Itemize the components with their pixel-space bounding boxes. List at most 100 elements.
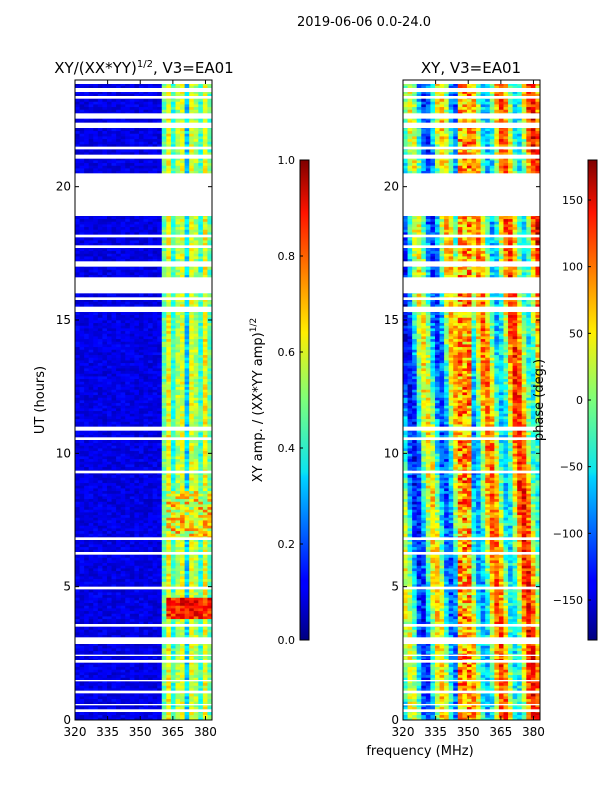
heatmap-cell xyxy=(75,376,80,380)
heatmap-cell xyxy=(148,488,154,492)
heatmap-cell xyxy=(84,610,90,614)
heatmap-cell xyxy=(134,682,140,686)
heatmap-cell xyxy=(157,514,163,518)
heatmap-cell xyxy=(125,696,131,700)
heatmap-cell xyxy=(202,464,208,468)
heatmap-cell xyxy=(202,333,208,337)
heatmap-cell xyxy=(75,506,80,510)
heatmap-cell xyxy=(134,445,140,449)
heatmap-cell xyxy=(152,685,158,689)
heatmap-cell xyxy=(75,410,80,414)
heatmap-cell xyxy=(175,672,181,676)
heatmap-cell xyxy=(75,349,80,353)
heatmap-cell xyxy=(93,490,99,494)
heatmap-cell xyxy=(129,432,135,436)
heatmap-cell xyxy=(170,408,176,412)
heatmap-cell xyxy=(138,312,144,316)
heatmap-cell xyxy=(175,544,181,548)
heatmap-cell xyxy=(106,656,112,660)
heatmap-cell xyxy=(175,664,181,668)
heatmap-cell xyxy=(193,522,199,526)
heatmap-cell xyxy=(102,474,108,478)
heatmap-cell xyxy=(125,474,131,478)
heatmap-cell xyxy=(180,405,185,409)
heatmap-cell xyxy=(166,298,172,302)
heatmap-cell xyxy=(116,618,122,622)
heatmap-cell xyxy=(93,570,99,574)
heatmap-cell xyxy=(180,477,185,481)
heatmap-cell xyxy=(207,429,212,433)
heatmap-cell xyxy=(79,314,85,318)
heatmap-cell xyxy=(143,360,149,364)
heatmap-cell xyxy=(125,450,131,454)
heatmap-cell xyxy=(152,554,158,558)
heatmap-cell xyxy=(170,485,176,489)
heatmap-cell xyxy=(75,666,80,670)
heatmap-cell xyxy=(143,672,149,676)
heatmap-cell xyxy=(175,493,181,497)
heatmap-cell xyxy=(88,424,94,428)
heatmap-cell xyxy=(129,480,135,484)
heatmap-cell xyxy=(157,314,163,318)
heatmap-cell xyxy=(106,541,112,545)
heatmap-cell xyxy=(125,301,131,305)
heatmap-cell xyxy=(143,618,149,622)
heatmap-cell xyxy=(184,530,190,534)
heatmap-cell xyxy=(157,424,163,428)
heatmap-cell xyxy=(102,661,108,665)
heatmap-cell xyxy=(129,501,135,505)
heatmap-cell xyxy=(184,360,190,364)
heatmap-cell xyxy=(175,434,181,438)
heatmap-cell xyxy=(120,384,126,388)
heatmap-cell xyxy=(120,293,126,297)
heatmap-cell xyxy=(170,581,176,585)
heatmap-cell xyxy=(202,346,208,350)
heatmap-cell xyxy=(129,576,135,580)
heatmap-cell xyxy=(143,610,149,614)
heatmap-cell xyxy=(116,656,122,660)
heatmap-cell xyxy=(148,605,154,609)
heatmap-cell xyxy=(102,509,108,513)
heatmap-cell xyxy=(84,482,90,486)
heatmap-cell xyxy=(134,714,140,718)
heatmap-cell xyxy=(116,362,122,366)
heatmap-cell xyxy=(143,573,149,577)
heatmap-cell xyxy=(193,626,199,630)
heatmap-cell xyxy=(152,365,158,369)
heatmap-cell xyxy=(120,405,126,409)
heatmap-cell xyxy=(207,546,212,550)
heatmap-cell xyxy=(161,597,167,601)
heatmap-cell xyxy=(75,317,80,321)
heatmap-cell xyxy=(198,400,204,404)
heatmap-cell xyxy=(134,546,140,550)
heatmap-cell xyxy=(138,562,144,566)
heatmap-cell xyxy=(106,325,112,329)
heatmap-cell xyxy=(184,541,190,545)
heatmap-cell xyxy=(97,477,103,481)
heatmap-cell xyxy=(88,496,94,500)
heatmap-cell xyxy=(175,642,181,646)
heatmap-cell xyxy=(93,506,99,510)
heatmap-cell xyxy=(93,594,99,598)
heatmap-cell xyxy=(198,333,204,337)
heatmap-cell xyxy=(152,450,158,454)
heatmap-cell xyxy=(116,349,122,353)
heatmap-cell xyxy=(129,314,135,318)
heatmap-cell xyxy=(207,322,212,326)
heatmap-cell xyxy=(157,325,163,329)
heatmap-cell xyxy=(166,578,172,582)
heatmap-cell xyxy=(189,338,195,342)
heatmap-cell xyxy=(207,610,212,614)
heatmap-cell xyxy=(198,528,204,532)
heatmap-cell xyxy=(116,434,122,438)
heatmap-cell xyxy=(202,573,208,577)
heatmap-cell xyxy=(198,373,204,377)
heatmap-cell xyxy=(193,610,199,614)
heatmap-cell xyxy=(207,320,212,324)
heatmap-cell xyxy=(84,594,90,598)
heatmap-cell xyxy=(102,349,108,353)
heatmap-cell xyxy=(161,322,167,326)
heatmap-cell xyxy=(166,477,172,481)
heatmap-cell xyxy=(120,357,126,361)
heatmap-cell xyxy=(84,344,90,348)
